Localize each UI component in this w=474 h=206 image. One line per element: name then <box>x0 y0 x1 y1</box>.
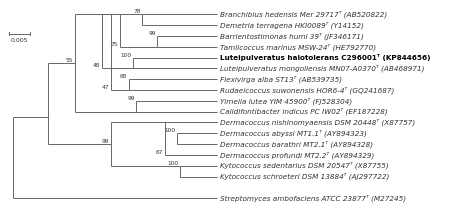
Text: Flexivirga alba ST13ᵀ (AB539735): Flexivirga alba ST13ᵀ (AB539735) <box>219 75 342 83</box>
Text: 48: 48 <box>93 63 100 68</box>
Text: 55: 55 <box>66 58 73 63</box>
Text: Branchibius hedensis Mer 29717ᵀ (AB520822): Branchibius hedensis Mer 29717ᵀ (AB52082… <box>219 11 387 18</box>
Text: 47: 47 <box>102 85 109 90</box>
Text: 68: 68 <box>120 74 128 79</box>
Text: 100: 100 <box>164 128 175 133</box>
Text: 100: 100 <box>167 161 178 166</box>
Text: 100: 100 <box>121 53 132 58</box>
Text: Dermacoccus nishinomyaensis DSM 20448ᵀ (X87757): Dermacoccus nishinomyaensis DSM 20448ᵀ (… <box>219 119 415 126</box>
Text: Barrientostimonas humi 39ᵀ (JF346171): Barrientostimonas humi 39ᵀ (JF346171) <box>219 32 364 40</box>
Text: Calidifontibacter indicus PC IW02ᵀ (EF187228): Calidifontibacter indicus PC IW02ᵀ (EF18… <box>219 108 387 115</box>
Text: Yimella lutea YIM 45900ᵀ (FJ528304): Yimella lutea YIM 45900ᵀ (FJ528304) <box>219 97 352 105</box>
Text: 99: 99 <box>102 139 109 144</box>
Text: Dermacoccus barathri MT2.1ᵀ (AY894328): Dermacoccus barathri MT2.1ᵀ (AY894328) <box>219 140 373 148</box>
Text: Dermacoccus abyssi MT1.1ᵀ (AY894323): Dermacoccus abyssi MT1.1ᵀ (AY894323) <box>219 130 366 137</box>
Text: Luteipulveratus halotolerans C296001ᵀ (KP844656): Luteipulveratus halotolerans C296001ᵀ (K… <box>219 54 430 61</box>
Text: Demetria terragena HKI0089ᵀ (Y14152): Demetria terragena HKI0089ᵀ (Y14152) <box>219 21 364 29</box>
Text: Luteipulveratus mongoliensis MN07-A0370ᵀ (AB468971): Luteipulveratus mongoliensis MN07-A0370ᵀ… <box>219 65 424 72</box>
Text: 0.005: 0.005 <box>10 38 28 43</box>
Text: 99: 99 <box>148 31 156 36</box>
Text: Dermacoccus profundi MT2.2ᵀ (AY894329): Dermacoccus profundi MT2.2ᵀ (AY894329) <box>219 151 374 159</box>
Text: 99: 99 <box>128 96 135 101</box>
Text: Streptomyces ambofaciens ATCC 23877ᵀ (M27245): Streptomyces ambofaciens ATCC 23877ᵀ (M2… <box>219 194 406 202</box>
Text: Kytococcus sedentarius DSM 20547ᵀ (X87755): Kytococcus sedentarius DSM 20547ᵀ (X8775… <box>219 162 388 170</box>
Text: 78: 78 <box>133 9 141 14</box>
Text: Rudaeicoccus suwonensis HOR6-4ᵀ (GQ241687): Rudaeicoccus suwonensis HOR6-4ᵀ (GQ24168… <box>219 86 394 94</box>
Text: 67: 67 <box>156 150 164 155</box>
Text: Tamlicoccus marinus MSW-24ᵀ (HE792770): Tamlicoccus marinus MSW-24ᵀ (HE792770) <box>219 43 376 50</box>
Text: 75: 75 <box>111 42 118 47</box>
Text: Kytococcus schroeterl DSM 13884ᵀ (AJ297722): Kytococcus schroeterl DSM 13884ᵀ (AJ2977… <box>219 173 389 180</box>
